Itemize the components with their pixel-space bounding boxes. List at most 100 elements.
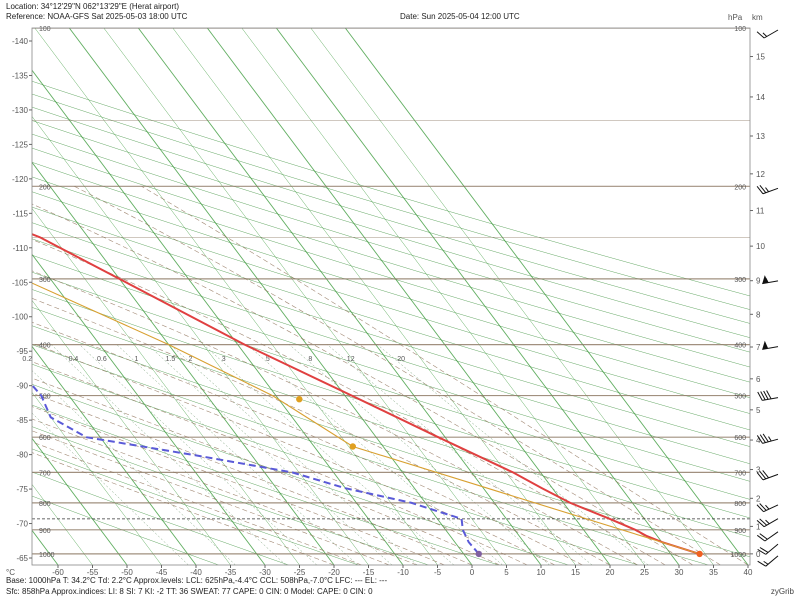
wind-barb-half	[768, 436, 772, 442]
mixing-ratio-label: 0.4	[69, 356, 79, 363]
wind-barb-full	[757, 560, 767, 567]
wind-barb-staff	[763, 518, 779, 528]
credit-label: zyGrib	[770, 587, 794, 596]
wind-barb-pennant	[762, 275, 769, 284]
wind-barb-full	[757, 391, 763, 401]
km-tick-label: 9	[756, 277, 761, 286]
left-tick-label: -95	[16, 347, 28, 356]
wind-barb-half	[765, 519, 770, 525]
plot-area	[32, 28, 750, 565]
km-tick-label: 15	[756, 53, 765, 62]
isotherm-line	[32, 161, 335, 565]
dry-adiabat-line	[32, 363, 639, 565]
location-label: Location: 34°12'29"N 062°13'29"E (Herat …	[6, 2, 180, 11]
axes: -60 -55 -50 -45 -40 -35 -30 -25 -20 -15 -10 -5 0 5 10 1…	[6, 13, 765, 577]
wind-barb	[756, 29, 779, 39]
km-tick-label: 8	[756, 310, 761, 319]
wind-barb-staff	[763, 29, 779, 39]
dry-adiabat-line	[32, 254, 750, 482]
wind-barb-full	[759, 518, 768, 526]
x-tick-label: 15	[571, 568, 580, 577]
left-tick-label: -70	[16, 520, 28, 529]
moist-adiabat-line	[32, 239, 666, 565]
marker-ccl	[296, 396, 303, 403]
km-tick-label: 0	[756, 550, 761, 559]
pressure-label-right: 800	[734, 501, 746, 508]
mixing-ratio-line	[79, 344, 317, 565]
x-tick-label: -40	[190, 568, 202, 577]
plot-frame	[31, 27, 751, 566]
reference-label: Reference: NOAA-GFS Sat 2025-05-03 18:00…	[6, 12, 188, 21]
pressure-label-left: 400	[39, 343, 51, 350]
wind-barb-full	[763, 390, 769, 400]
moist-adiabat-line	[32, 321, 583, 565]
left-tick-label: -120	[12, 175, 29, 184]
wind-barb-full	[756, 472, 764, 481]
x-tick-label: -5	[434, 568, 442, 577]
moist-adiabat-line	[32, 377, 500, 565]
x-tick-label: 25	[640, 568, 649, 577]
sounding-curves	[32, 233, 700, 555]
x-tick-label: -30	[259, 568, 271, 577]
isotherm-line	[32, 299, 231, 565]
pressure-label-left: 900	[39, 528, 51, 535]
moist-adiabat-line	[32, 406, 445, 565]
km-tick-label: 1	[756, 522, 761, 531]
wind-barb	[756, 470, 779, 481]
pressure-label-right: 200	[734, 184, 746, 191]
wind-barb-full	[756, 31, 765, 39]
wind-barb-full	[756, 504, 764, 513]
mixing-ratio-line	[116, 344, 358, 565]
wind-barb-full	[766, 390, 772, 400]
wind-barb	[762, 275, 779, 285]
pressure-label-right: 400	[734, 343, 746, 350]
marker-tdsfc	[475, 550, 482, 558]
km-tick-label: 13	[756, 132, 765, 141]
mixing-ratio-label: 0.2	[22, 356, 32, 363]
left-tick-label: -110	[13, 244, 29, 253]
wind-barb	[756, 185, 779, 195]
wind-barb-full	[757, 548, 767, 555]
wind-barb-half	[765, 277, 769, 283]
dry-adiabat-line	[32, 238, 750, 465]
x-tick-label: -55	[87, 568, 99, 577]
moist-adiabat-line	[32, 361, 528, 565]
wind-barb-full	[759, 503, 767, 511]
left-tick-label: -80	[16, 451, 28, 460]
x-tick-label: 40	[744, 568, 753, 577]
left-tick-label: -100	[12, 313, 29, 322]
pressure-label-left: 100	[39, 26, 51, 33]
isotherm-line	[32, 437, 128, 565]
isotherm-line	[103, 28, 507, 565]
wind-barb	[762, 340, 779, 350]
moist-adiabat-line	[32, 441, 362, 565]
dry-adiabat-line	[32, 448, 359, 565]
dry-adiabat-line	[32, 133, 750, 353]
wind-barb	[757, 543, 779, 555]
x-tick-label: 0	[470, 568, 475, 577]
isotherm-line	[310, 28, 714, 565]
dry-adiabat-line	[32, 344, 709, 565]
x-tick-label: -35	[225, 568, 237, 577]
dry-adiabat-line	[32, 383, 569, 565]
wind-barb	[756, 503, 779, 513]
isotherm-line	[32, 391, 162, 565]
km-tick-label: 10	[756, 242, 765, 251]
marker-tsfc	[696, 550, 703, 558]
mixing-ratio-line	[147, 344, 393, 565]
parcel-curve	[32, 282, 700, 555]
pressure-label-left: 500	[39, 394, 51, 401]
x-tick-label: -50	[121, 568, 133, 577]
wind-barb-full	[759, 547, 769, 553]
dry-adiabat-line	[32, 176, 750, 399]
mixing-ratio-label: 5	[266, 356, 270, 363]
wind-barb-full	[762, 470, 769, 479]
marker-lcl	[349, 443, 356, 450]
isotherm-line	[32, 345, 197, 565]
left-tick-label: -125	[12, 140, 29, 149]
mixing-ratio-label: 0.6	[97, 356, 107, 363]
pressure-label-left: 600	[39, 435, 51, 442]
km-unit-label: km	[752, 13, 763, 22]
pressure-label-right: 300	[734, 277, 746, 284]
wind-barb	[756, 518, 779, 528]
